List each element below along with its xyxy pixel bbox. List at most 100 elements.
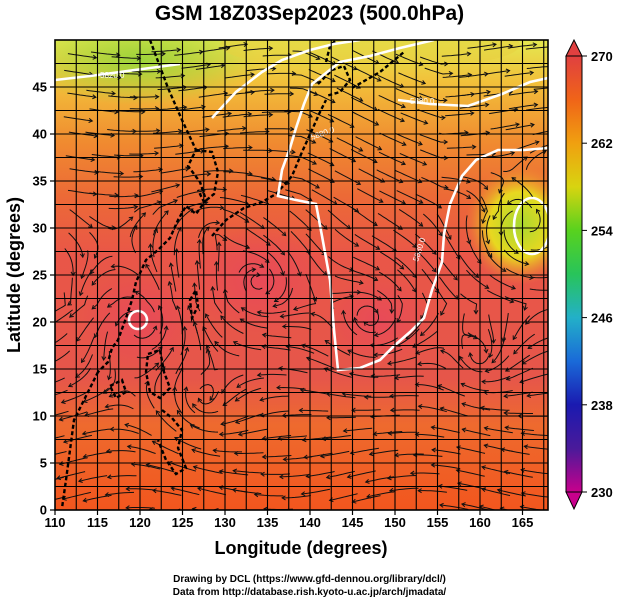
streamline xyxy=(181,63,211,69)
streamline-arrow xyxy=(261,454,267,460)
y-tick-label: 30 xyxy=(33,221,47,236)
credits: Drawing by DCL (https://www.gfd-dennou.o… xyxy=(0,573,619,599)
streamline-arrow xyxy=(430,425,436,430)
streamline-arrow xyxy=(373,276,379,282)
streamline xyxy=(68,367,91,387)
streamline-arrow xyxy=(164,210,169,216)
streamline-arrow xyxy=(523,305,528,311)
streamline xyxy=(308,168,335,183)
streamline-arrow xyxy=(175,183,181,189)
streamline-arrow xyxy=(342,428,348,434)
streamline xyxy=(320,450,350,457)
streamline xyxy=(305,209,328,230)
streamline xyxy=(356,305,379,316)
streamline-arrow xyxy=(259,263,265,268)
streamline-arrow xyxy=(167,280,173,286)
streamline-arrow xyxy=(358,147,364,152)
streamline xyxy=(235,387,262,402)
streamline-arrow xyxy=(409,470,415,476)
streamline xyxy=(529,209,541,233)
streamline xyxy=(220,315,244,334)
streamline-arrow xyxy=(422,161,428,166)
streamline xyxy=(246,68,276,72)
streamline-arrow xyxy=(218,469,224,475)
streamline xyxy=(224,289,240,314)
streamline-arrow xyxy=(483,426,489,431)
streamline xyxy=(352,495,381,503)
streamline xyxy=(69,295,89,318)
streamline xyxy=(366,491,396,498)
streamline-arrow xyxy=(189,424,195,429)
streamline xyxy=(398,208,423,227)
streamline-arrow xyxy=(325,474,331,480)
streamline-arrow xyxy=(147,243,153,248)
streamline xyxy=(215,261,219,291)
colorbar-top-arrow xyxy=(565,38,583,57)
streamline xyxy=(440,350,464,369)
streamline xyxy=(160,168,190,174)
streamline xyxy=(286,250,301,276)
streamline-arrow xyxy=(175,305,181,311)
streamline-arrow xyxy=(182,105,188,110)
streamline xyxy=(327,113,355,128)
streamline-arrow xyxy=(315,184,320,189)
streamline-arrow xyxy=(176,409,182,415)
streamline-arrow xyxy=(134,290,140,296)
streamline xyxy=(110,428,139,434)
streamline-arrow xyxy=(92,54,98,60)
streamline xyxy=(431,426,460,434)
streamline xyxy=(533,87,548,90)
streamline-arrow xyxy=(511,177,517,182)
taiwan-coast xyxy=(188,286,200,323)
streamline xyxy=(443,188,471,199)
streamline-arrow xyxy=(141,212,147,218)
streamline xyxy=(62,491,92,500)
streamline xyxy=(467,43,497,49)
streamline-arrow xyxy=(368,451,374,457)
streamline xyxy=(266,72,296,75)
streamline xyxy=(94,312,111,338)
streamline-arrow xyxy=(49,322,53,326)
streamline-arrow xyxy=(67,382,73,388)
x-tick-label: 135 xyxy=(257,515,279,530)
streamline xyxy=(519,373,548,383)
streamline-arrow xyxy=(503,410,508,416)
streamline-arrow xyxy=(43,345,47,349)
streamline xyxy=(55,410,69,416)
streamline-arrow xyxy=(236,383,242,388)
streamline-arrow xyxy=(512,335,518,341)
streamline-arrow xyxy=(115,52,121,58)
streamline xyxy=(343,427,373,432)
streamline xyxy=(525,308,548,325)
y-tick-label: 25 xyxy=(33,268,47,283)
streamline xyxy=(424,67,453,75)
streamline-arrow xyxy=(423,119,429,125)
streamline-arrow xyxy=(356,84,361,89)
streamline xyxy=(525,46,548,50)
streamline-arrow xyxy=(398,225,403,230)
streamline xyxy=(490,123,520,130)
streamline-arrow xyxy=(107,375,112,381)
streamline xyxy=(246,174,276,181)
streamline xyxy=(354,291,382,301)
streamline xyxy=(334,275,364,284)
streamline-arrow xyxy=(401,141,407,146)
streamline-arrow xyxy=(373,332,379,338)
streamline xyxy=(257,310,287,314)
streamline xyxy=(505,124,535,131)
streamline xyxy=(195,206,224,212)
streamline-arrow xyxy=(387,360,392,366)
streamline-arrow xyxy=(417,361,422,367)
streamline xyxy=(222,208,249,223)
streamline-arrow xyxy=(430,462,436,468)
streamline xyxy=(395,257,417,278)
streamline-arrow xyxy=(152,325,158,331)
streamline-arrow xyxy=(104,403,110,409)
streamline xyxy=(134,291,155,313)
streamline xyxy=(240,131,269,134)
streamline-arrow xyxy=(313,91,319,96)
streamline xyxy=(415,347,445,354)
streamline xyxy=(280,312,310,317)
streamline-arrow xyxy=(481,207,486,213)
streamline xyxy=(508,104,538,110)
